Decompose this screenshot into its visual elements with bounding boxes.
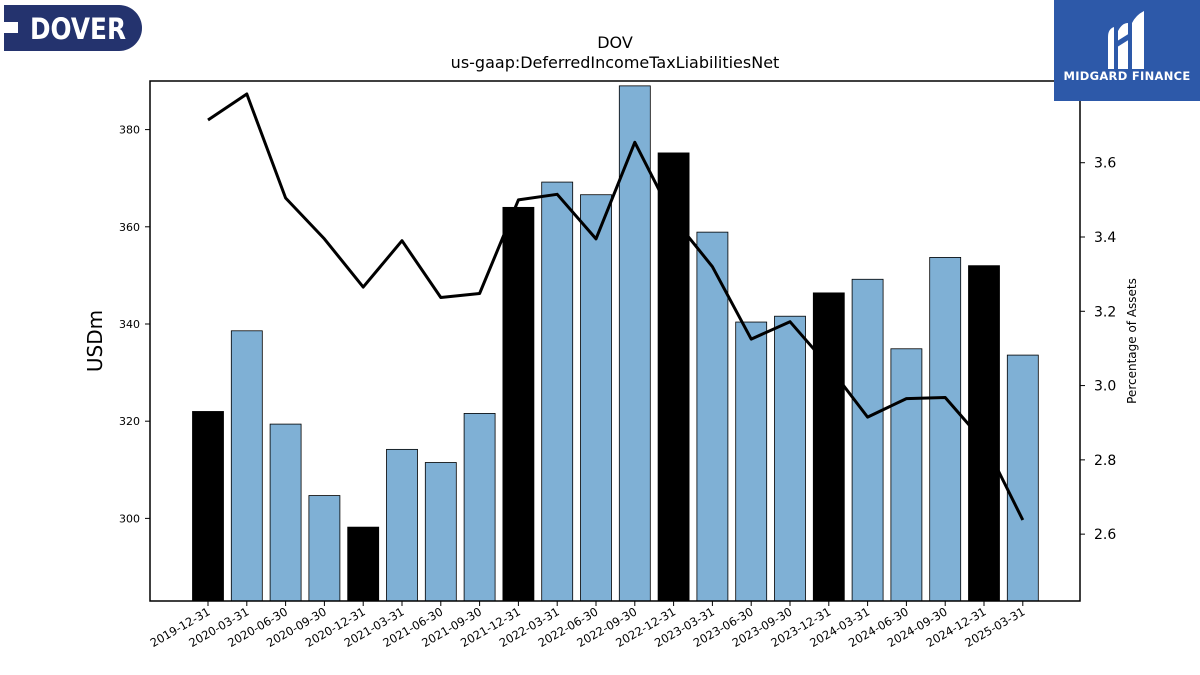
y-tick-label: 360 [119, 221, 140, 234]
plot-frame [149, 80, 1081, 602]
x-axis: 2019-12-312020-03-312020-06-302020-09-30… [148, 601, 1027, 650]
chart-subtitle: us-gaap:DeferredIncomeTaxLiabilitiesNet [451, 53, 780, 72]
dover-logo: DOVER [4, 5, 142, 51]
y2-tick-label: 3.2 [1094, 304, 1116, 320]
chart-title: DOV [597, 33, 633, 52]
bar-2023-06-30 [735, 321, 768, 602]
bar-2023-03-31 [696, 231, 729, 602]
y-axis-label: USDm [83, 310, 107, 372]
bar-2023-12-31 [812, 292, 845, 602]
y2-axis-label: Percentage of Assets [1125, 278, 1139, 404]
y2-tick-label: 2.6 [1094, 527, 1116, 543]
y-tick-label: 300 [119, 512, 140, 525]
bar-2021-09-30 [463, 413, 496, 602]
dover-logo-text: DOVER [30, 12, 126, 46]
bar-2021-12-31 [502, 206, 535, 602]
bar-2020-03-31 [230, 330, 263, 602]
bar-2020-09-30 [308, 495, 341, 602]
left-axis: 300 320 340 360 380 [119, 124, 150, 525]
bar-2021-03-31 [386, 448, 418, 602]
line-series [207, 92, 1025, 521]
bar-series [192, 85, 1039, 602]
midgard-finance-logo: MIDGARD FINANCE [1054, 0, 1200, 101]
bar-2020-06-30 [269, 423, 302, 602]
bar-2021-06-30 [424, 462, 457, 602]
y2-tick-label: 3.6 [1094, 156, 1116, 172]
bar-2022-06-30 [580, 194, 612, 602]
bar-2020-12-31 [347, 526, 380, 602]
bar-2024-03-31 [851, 278, 884, 602]
y-tick-label: 320 [119, 415, 140, 428]
midgard-logo-text: MIDGARD FINANCE [1063, 69, 1191, 83]
bar-2024-09-30 [929, 257, 962, 602]
bar-2022-03-31 [541, 181, 574, 602]
midgard-mark-icon [1108, 11, 1144, 69]
y2-tick-label: 3.0 [1094, 379, 1116, 395]
y2-tick-label: 2.8 [1094, 453, 1116, 469]
percentage-of-assets-line [207, 92, 1025, 521]
bar-2019-12-31 [192, 411, 224, 602]
bar-2024-06-30 [890, 348, 923, 602]
y2-tick-label: 3.4 [1094, 230, 1116, 246]
y-tick-label: 380 [119, 124, 140, 137]
y-tick-label: 340 [119, 318, 140, 331]
bar-2025-03-31 [1006, 354, 1039, 602]
bar-2022-12-31 [657, 152, 690, 602]
right-axis: 2.62.83.03.23.43.63.8 [1080, 81, 1116, 543]
bar-2023-09-30 [774, 315, 806, 602]
bar-2024-12-31 [968, 265, 1000, 602]
